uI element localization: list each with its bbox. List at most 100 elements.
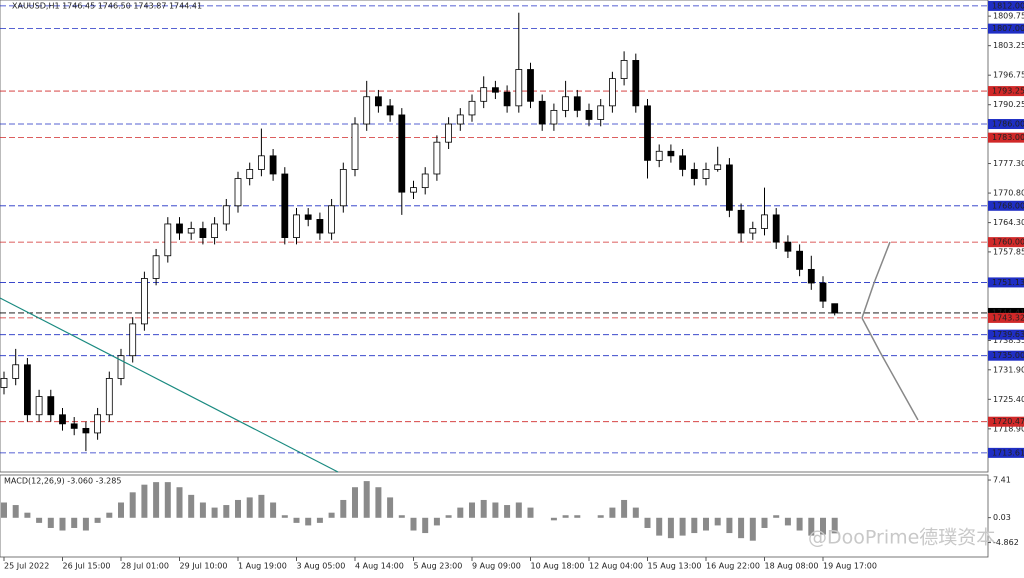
macd-bar	[773, 515, 780, 518]
candle-body	[140, 278, 148, 325]
candle-body	[234, 178, 242, 207]
candle-body	[679, 155, 686, 170]
macd-bar	[445, 515, 452, 518]
macd-bar	[235, 499, 241, 518]
macd-bar	[621, 499, 628, 518]
y-tick-label: 0.03	[993, 513, 1011, 522]
macd-bar	[504, 505, 511, 518]
macd-bar	[656, 517, 663, 536]
candle-body	[398, 114, 406, 193]
level-label: 1743.32	[992, 313, 1024, 322]
chart-title: XAUUSD,H1 1746.45 1746.50 1743.87 1744.4…	[12, 2, 202, 11]
candle-body	[807, 268, 815, 284]
macd-bar	[164, 482, 171, 518]
level-label: 1751.13	[992, 278, 1024, 287]
level-label: 1760.00	[992, 238, 1024, 247]
candle-body	[281, 173, 289, 238]
candle-body	[726, 164, 733, 211]
candle-body	[761, 214, 768, 229]
macd-bar	[796, 517, 803, 531]
x-tick-label: 5 Aug 23:00	[414, 562, 463, 571]
candle-body	[702, 169, 710, 179]
level-box	[988, 237, 1024, 248]
macd-bar	[71, 517, 78, 528]
macd-bar	[199, 502, 206, 518]
candle-body	[0, 378, 8, 388]
candle-body	[410, 187, 417, 193]
down-arrow	[861, 317, 919, 421]
candle-body	[480, 87, 488, 102]
x-tick-label: 9 Aug 09:00	[472, 562, 521, 571]
level-box	[988, 0, 1024, 11]
x-tick-label: 28 Jul 01:00	[121, 562, 169, 571]
candle-body	[620, 60, 628, 79]
candle-body	[550, 109, 558, 125]
level-label: 1739.63	[992, 330, 1024, 339]
macd-bar	[457, 507, 464, 518]
candle-body	[655, 150, 663, 161]
macd-bar	[644, 517, 651, 528]
level-box	[988, 350, 1024, 361]
x-tick-label: 3 Aug 05:00	[297, 562, 346, 571]
candle-body	[129, 323, 137, 357]
y-tick-label: 1796.75	[993, 71, 1024, 80]
macd-bar	[422, 517, 429, 534]
candle-body	[293, 214, 300, 238]
candle-body	[538, 100, 546, 125]
level-box	[988, 132, 1024, 143]
candle-body	[503, 91, 511, 107]
macd-bar	[562, 515, 569, 518]
macd-bar	[574, 515, 581, 518]
candle-body	[445, 123, 453, 143]
macd-bar	[480, 499, 487, 518]
candle-body	[819, 282, 827, 302]
macd-bar	[129, 492, 136, 518]
level-box	[988, 119, 1024, 130]
candle-body	[246, 169, 254, 179]
y-tick-label: 1809.75	[993, 12, 1024, 21]
macd-bar	[749, 517, 756, 541]
macd-bar	[47, 517, 54, 528]
macd-bar	[515, 502, 522, 518]
macd-bar	[527, 507, 534, 518]
macd-bar	[761, 517, 768, 528]
macd-bar	[24, 512, 31, 518]
trend-line	[0, 297, 339, 473]
level-label: 1807.00	[992, 24, 1024, 33]
macd-bar	[387, 497, 394, 518]
x-tick-label: 12 Aug 04:00	[589, 562, 643, 571]
candle-body	[176, 223, 183, 234]
level-label: 1720.47	[992, 417, 1024, 426]
candle-body	[328, 205, 336, 234]
x-tick-label: 16 Aug 22:00	[706, 562, 760, 571]
macd-bar	[59, 517, 66, 531]
candle-body	[59, 414, 66, 425]
macd-bar	[176, 487, 183, 518]
macd-bar	[141, 484, 148, 518]
candle-body	[456, 114, 464, 125]
macd-bar	[293, 517, 300, 523]
candle-body	[609, 78, 616, 107]
level-label: 1735.00	[992, 351, 1024, 360]
candle-body	[339, 169, 347, 207]
macd-bar	[270, 502, 277, 518]
candle-body	[749, 228, 757, 234]
macd-bar	[703, 517, 709, 531]
macd-bar	[153, 482, 160, 518]
level-label: 1812.00	[992, 1, 1024, 10]
x-tick-label: 10 Aug 18:00	[531, 562, 585, 571]
macd-bar	[433, 517, 440, 526]
level-box	[988, 312, 1024, 323]
macd-bar	[550, 517, 557, 521]
macd-bar	[398, 515, 405, 518]
macd-bar	[363, 481, 370, 518]
x-tick-label: 18 Aug 08:00	[765, 562, 819, 571]
macd-bar	[597, 515, 604, 518]
macd-bar	[12, 505, 19, 518]
candle-body	[47, 396, 55, 416]
candle-body	[737, 209, 745, 234]
candle-body	[363, 96, 371, 125]
y-tick-label: -4.862	[993, 538, 1019, 547]
price-panel	[0, 0, 989, 473]
